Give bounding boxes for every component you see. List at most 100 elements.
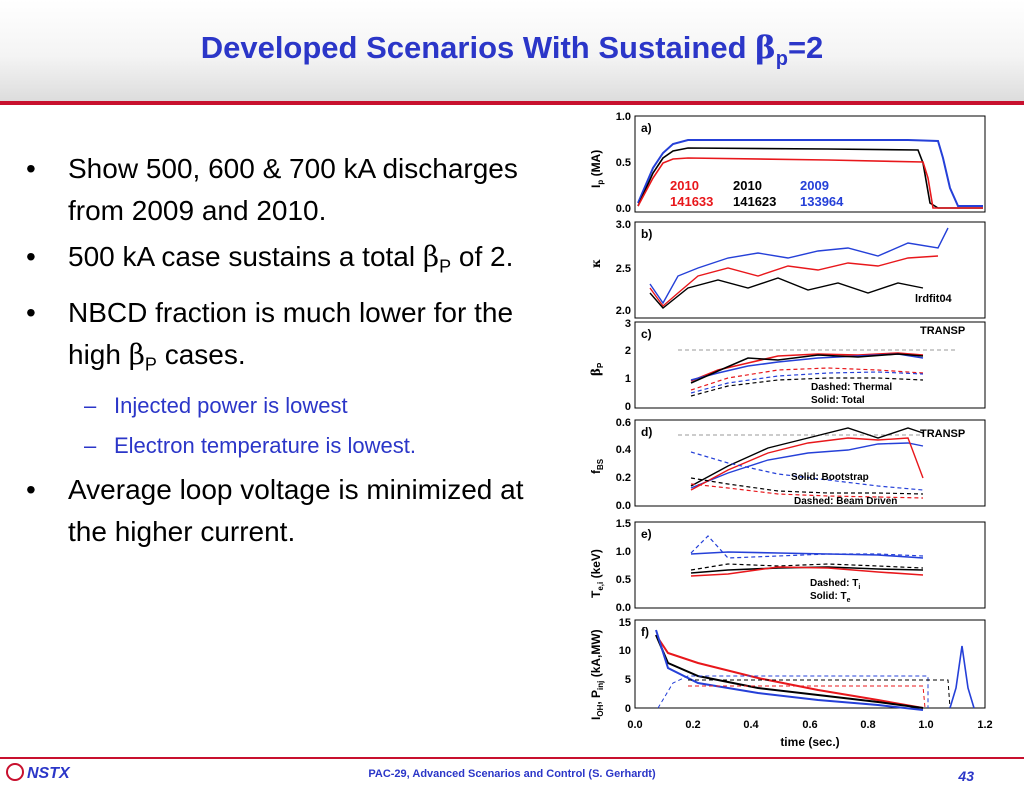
bullet-text: 500 kA case sustains a total	[68, 241, 423, 272]
page-title: Developed Scenarios With Sustained βp=2	[0, 30, 1024, 71]
panel-c-tick: 1	[625, 373, 631, 385]
panel-e-legend-line: Dashed: Ti	[810, 578, 860, 591]
sub-bullet-item: – Electron temperature is lowest.	[26, 429, 526, 463]
panel-e-tick: 1.5	[616, 518, 631, 530]
panel-d-tag: d)	[641, 425, 652, 439]
x-tick: 0.6	[802, 719, 817, 731]
panel-a-tick: 1.0	[616, 111, 631, 123]
footer-divider	[0, 757, 1024, 759]
panel-f-tick: 15	[619, 617, 631, 629]
bullet-item: • 500 kA case sustains a total βP of 2.	[26, 236, 526, 288]
panel-f-black-pinj	[688, 679, 951, 709]
bullet-text-tail: of 2.	[451, 241, 514, 272]
bullet-dot: •	[26, 153, 36, 184]
panel-f-tick: 0	[625, 703, 631, 715]
panel-c-tick: 2	[625, 345, 631, 357]
footer-caption: PAC-29, Advanced Scenarios and Control (…	[368, 768, 656, 780]
panel-a-curve-2009	[637, 139, 983, 207]
panel-c-tick: 0	[625, 401, 631, 413]
panel-b-tag: b)	[641, 227, 652, 241]
panel-c-ylabel: βP	[589, 362, 605, 376]
bullet-dot: •	[26, 241, 36, 272]
panel-c-legend-line: Dashed: Thermal	[811, 382, 892, 393]
panel-d-legend-line: Solid: Bootstrap	[791, 472, 869, 483]
x-tick: 0.0	[627, 719, 642, 731]
panel-b-tick: 3.0	[616, 219, 631, 231]
panel-f-tick: 10	[619, 645, 631, 657]
x-tick: 0.8	[860, 719, 875, 731]
panel-b-curve-black	[649, 277, 924, 309]
panel-e-blue-solid	[690, 551, 924, 559]
panel-d-ylabel: fBS	[589, 458, 605, 474]
bullet-text-tail: cases.	[156, 338, 246, 370]
panel-f-red-pinj	[688, 685, 926, 709]
panel-d-tick: 0.0	[616, 500, 631, 512]
title-divider	[0, 101, 1024, 105]
title-symbol: β	[755, 30, 776, 66]
panel-e-ylabel: Te,i (keV)	[589, 549, 605, 598]
title-subscript: p	[775, 48, 788, 71]
panel-e-frame	[634, 521, 986, 609]
panel-b-note: lrdfit04	[915, 293, 953, 305]
panel-a-ylabel: Ip (MA)	[589, 150, 605, 188]
sub-bullet-item: – Injected power is lowest	[26, 389, 526, 423]
x-tick: 1.2	[977, 719, 992, 731]
panel-b-ylabel: κ	[589, 259, 603, 268]
panel-f-blue-ioh	[655, 629, 924, 711]
panel-c-black-dashed	[690, 377, 924, 397]
panel-b-tick: 2.5	[616, 263, 631, 275]
panel-c-frame	[634, 321, 986, 409]
beta-symbol: β	[422, 240, 440, 273]
panel-e-blue-dashed	[690, 535, 924, 559]
panel-d-red-solid	[690, 437, 924, 491]
panel-a-frame	[634, 115, 986, 213]
panel-e-black-dashed	[690, 563, 924, 571]
sub-bullet-text: Injected power is lowest	[114, 393, 348, 419]
panel-a-tick: 0.5	[616, 157, 631, 169]
panel-f-red-ioh	[655, 634, 924, 709]
panel-d-tick: 0.4	[616, 444, 632, 456]
page-number: 43	[958, 768, 974, 784]
panel-c-tick: 3	[625, 318, 631, 330]
panel-b-frame	[634, 221, 986, 319]
legend-shot-133964: 133964	[800, 194, 844, 209]
bullet-item: • Show 500, 600 & 700 kA discharges from…	[26, 148, 526, 232]
x-tick: 1.0	[918, 719, 933, 731]
sub-bullet-text: Electron temperature is lowest.	[114, 433, 417, 459]
panel-d-black-solid	[690, 427, 924, 487]
bullet-item: • Average loop voltage is minimized at t…	[26, 469, 526, 553]
bullet-text: Average loop voltage is minimized at the…	[68, 474, 524, 548]
bullet-dot: •	[26, 474, 36, 506]
panel-e-tag: e)	[641, 527, 652, 541]
panel-d-note: TRANSP	[920, 428, 965, 440]
panel-d-blue-dashed	[690, 451, 924, 491]
legend-shot-141623: 141623	[733, 194, 776, 209]
title-bar: Developed Scenarios With Sustained βp=2	[0, 0, 1024, 102]
panel-d-legend-line: Dashed: Beam Driven	[794, 496, 897, 507]
panel-e-legend-line: Solid: Te	[810, 591, 851, 604]
sub-bullet-dash: –	[84, 393, 97, 419]
panel-b-tick: 2.0	[616, 305, 631, 317]
panel-f-frame	[634, 619, 986, 709]
panel-c-red-dashed	[690, 367, 924, 391]
panel-d-blue-solid	[690, 442, 924, 489]
nstx-logo-text: NSTX	[27, 765, 70, 782]
bullet-item: • NBCD fraction is much lower for the hi…	[26, 292, 526, 386]
plasma-figure: text { font-family:"Liberation Sans", sa…	[589, 111, 993, 749]
bullet-dot: •	[26, 296, 36, 328]
panel-e-tick: 0.5	[616, 574, 631, 586]
nstx-logo: NSTX	[6, 763, 70, 783]
panel-b-curve-blue	[649, 227, 949, 305]
bullet-list: • Show 500, 600 & 700 kA discharges from…	[26, 148, 526, 557]
panel-e-tick: 1.0	[616, 546, 631, 558]
legend-shot-141633: 141633	[670, 194, 713, 209]
legend-year-2010b: 2010	[733, 178, 762, 193]
panel-c-blue-dashed	[690, 371, 924, 394]
panel-f-tag: f)	[641, 625, 649, 639]
panel-d-tick: 0.6	[616, 417, 631, 429]
panel-f-tick: 5	[625, 674, 631, 686]
title-main: Developed Scenarios With Sustained	[200, 30, 756, 65]
legend-year-2009: 2009	[800, 178, 829, 193]
panel-a-curve-2010a	[637, 157, 983, 209]
panel-f-ylabel: IOH, Pinj (kA,MW)	[589, 629, 605, 720]
